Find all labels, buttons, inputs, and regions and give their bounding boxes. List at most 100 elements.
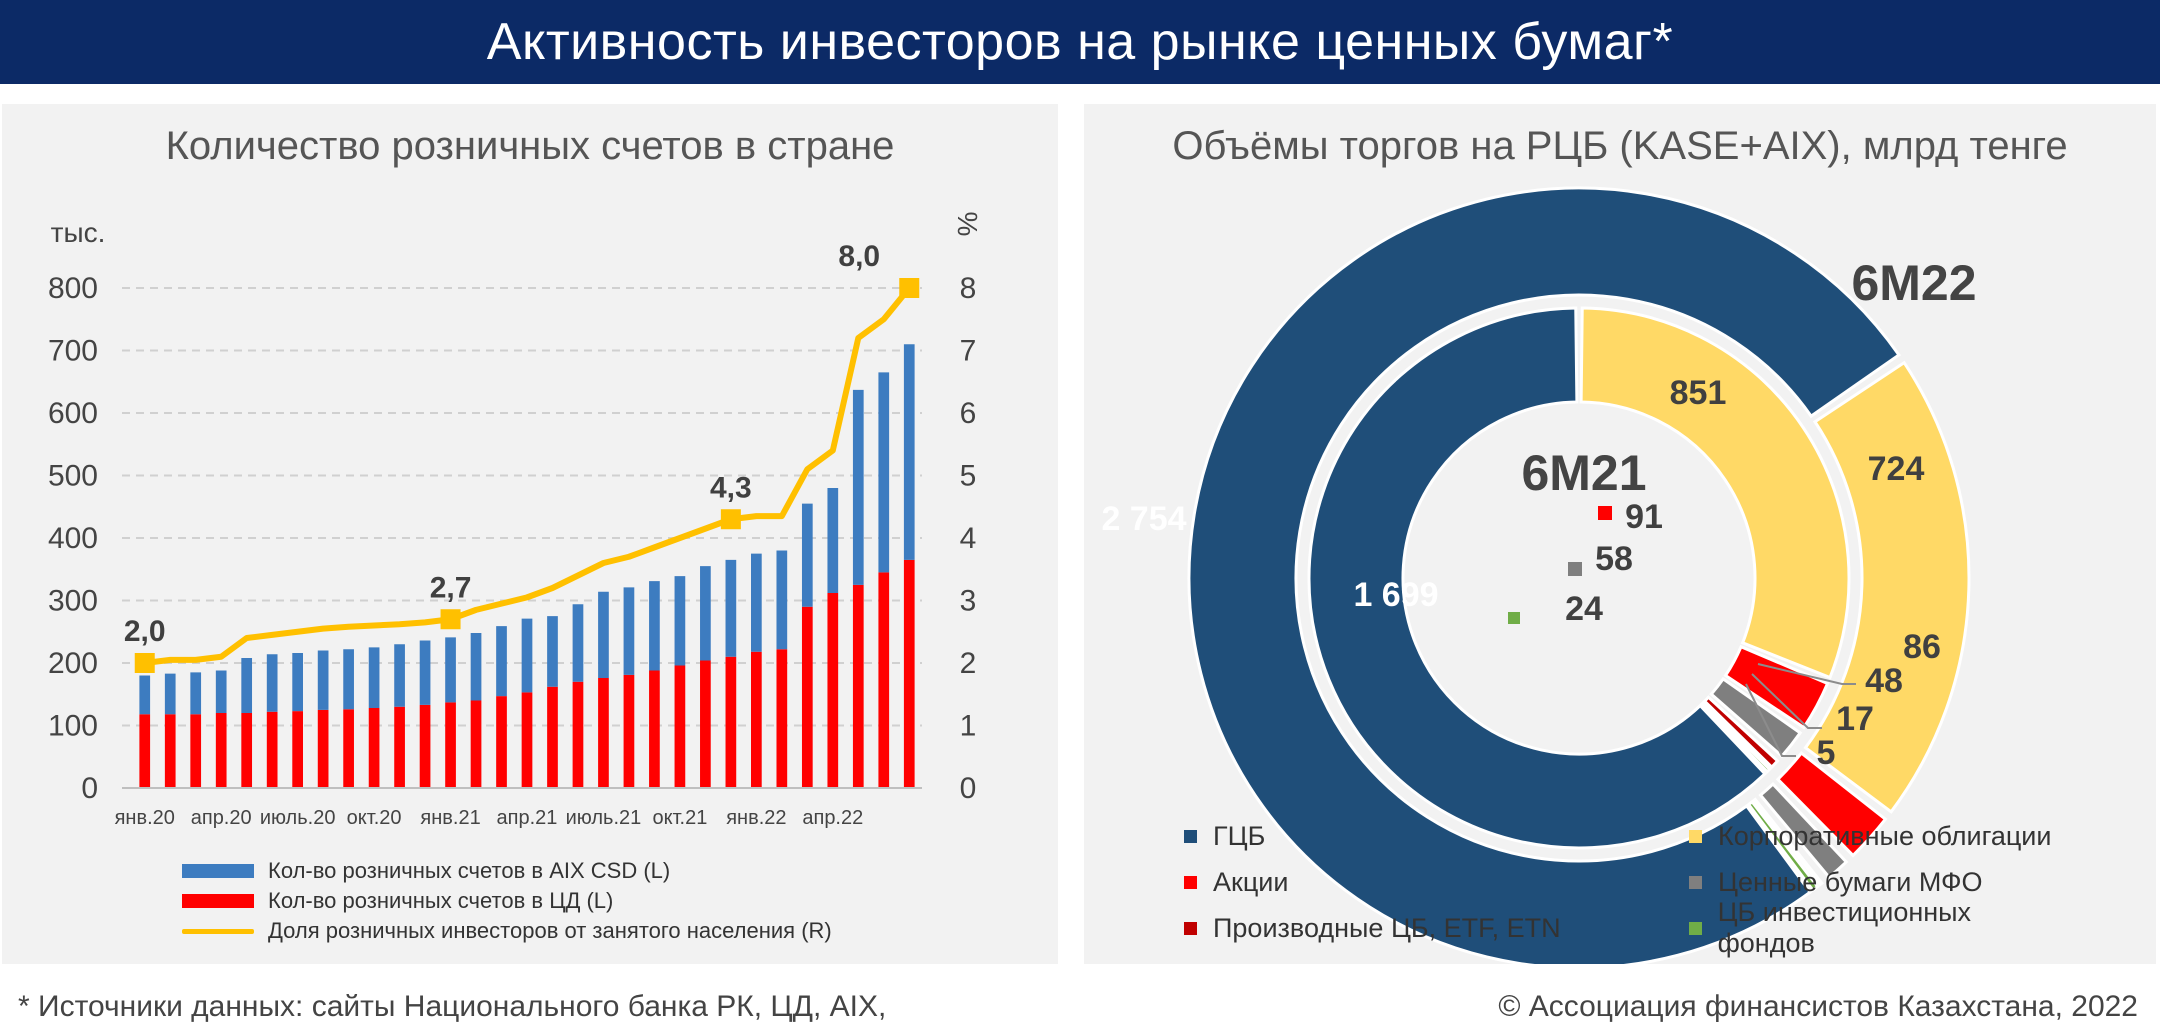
bar-aix — [368, 647, 380, 708]
legend-swatch-funds — [1689, 921, 1702, 935]
bar-aix — [445, 637, 456, 703]
legend-label-stocks: Акции — [1213, 866, 1289, 897]
x-tick-label: янв.21 — [420, 807, 480, 829]
accounts-bar-chart: 2,0 2,7 4,3 8,0 0 100 200 300 400 500 600 700 800 0 1… — [48, 212, 983, 829]
donut-slice-outer — [1803, 360, 1971, 814]
bar-cd — [266, 711, 278, 788]
x-tick-label: апр.22 — [802, 807, 863, 829]
bar-aix — [292, 653, 303, 712]
bar-aix — [776, 550, 788, 650]
bar-cd — [190, 714, 202, 788]
share-data-label: 4,3 — [710, 471, 752, 504]
x-tick-label: июль.21 — [566, 807, 642, 829]
legend-label-mfo: Ценные бумаги МФО — [1718, 866, 1983, 897]
share-line — [144, 286, 912, 666]
donut-slice-inner — [1709, 676, 1803, 759]
y2-tick-label: 3 — [960, 585, 977, 618]
accounts-chart-panel: Количество розничных счетов в стране 2,0… — [2, 104, 1058, 964]
bar-aix — [241, 658, 253, 713]
bar-cd — [776, 649, 788, 788]
bar-cd — [419, 704, 431, 788]
x-tick-label: окт.21 — [652, 807, 707, 829]
y-tick-label: 0 — [81, 772, 98, 805]
inner-label-gcb: 1 699 — [1353, 576, 1438, 614]
bar-aix — [751, 553, 762, 652]
bar-aix — [215, 670, 227, 713]
y2-tick-label: 8 — [960, 272, 977, 305]
bar-cd — [215, 713, 227, 788]
y2-tick-label: 7 — [960, 335, 977, 368]
share-marker — [720, 509, 741, 530]
bar-cd — [496, 696, 507, 788]
bar-aix — [394, 644, 405, 707]
bar-cd — [878, 572, 890, 788]
bar-aix — [623, 587, 635, 675]
outer-label-funds: 5 — [1817, 734, 1836, 772]
bar-aix — [674, 576, 686, 666]
y-tick-label: 600 — [48, 397, 98, 430]
legend-label-funds: ЦБ инвестиционных фондов — [1717, 897, 1972, 958]
bar-aix — [343, 649, 354, 710]
y2-tick-label: 0 — [960, 772, 977, 805]
bar-cd — [547, 686, 558, 788]
legend-label-gcb: ГЦБ — [1213, 820, 1266, 851]
legend-item-stocks: Акции — [1184, 866, 1689, 898]
y-axis-unit: тыс. — [51, 217, 106, 248]
bar-aix — [572, 604, 584, 682]
outer-label-mfo: 48 — [1865, 662, 1903, 700]
legend-item-cd: Кол-во розничных счетов в ЦД (L) — [182, 886, 832, 916]
bar-cd — [445, 702, 456, 788]
inner-marker-stocks — [1598, 506, 1612, 520]
outer-label-deriv: 17 — [1836, 700, 1874, 738]
share-marker — [899, 278, 920, 298]
legend-label-share: Доля розничных инвесторов от занятого на… — [268, 918, 832, 943]
bar-aix — [139, 675, 151, 715]
share-marker — [440, 609, 461, 630]
volumes-chart-title: Объёмы торгов на РЦБ (KASE+AIX), млрд те… — [1172, 124, 2068, 168]
outer-ring-label: 6М22 — [1851, 255, 1976, 311]
legend-item-corp: Корпоративные облигации — [1689, 820, 2064, 852]
bar-aix — [903, 344, 915, 560]
volumes-chart-legend: ГЦБ Корпоративные облигации Акции Ценные… — [1184, 820, 2064, 958]
y-tick-label: 800 — [48, 272, 98, 305]
bar-aix — [317, 650, 329, 710]
bar-cd — [623, 674, 635, 788]
accounts-chart-title: Количество розничных счетов в стране — [165, 124, 895, 168]
donut-slice-outer — [1751, 797, 1824, 887]
legend-label-deriv: Производные ЦБ, ETF, ETN — [1213, 912, 1561, 943]
legend-swatch-deriv — [1184, 921, 1197, 935]
legend-item-deriv: Производные ЦБ, ETF, ETN — [1184, 912, 1689, 944]
donut-slice-inner — [1723, 644, 1830, 730]
legend-swatch-gcb — [1184, 829, 1197, 843]
page-title: Активность инвесторов на рынке ценных бу… — [0, 0, 2160, 84]
x-tick-label: янв.22 — [726, 807, 786, 829]
bar-cd — [801, 606, 813, 788]
bar-cd — [292, 711, 303, 788]
donut-slice-outer — [1775, 750, 1888, 858]
share-data-label: 8,0 — [838, 240, 880, 273]
legend-label-aix: Кол-во розничных счетов в AIX CSD (L) — [268, 858, 671, 883]
share-data-label: 2,7 — [430, 571, 472, 604]
donut-slice-inner — [1307, 306, 1768, 850]
bar-cd — [139, 714, 151, 788]
legend-item-aix: Кол-во розничных счетов в AIX CSD (L) — [182, 856, 832, 886]
y-tick-label: 300 — [48, 585, 98, 618]
inner-ring-label: 6М21 — [1521, 445, 1646, 501]
inner-marker-mfo — [1568, 562, 1582, 576]
bar-cd — [368, 708, 380, 788]
bar-aix — [801, 503, 813, 607]
inner-label-deriv: 24 — [1565, 590, 1603, 628]
bar-aix — [649, 581, 660, 671]
outer-label-stocks: 86 — [1903, 628, 1941, 666]
donut-slice-outer — [1187, 186, 1901, 964]
y2-tick-label: 5 — [960, 460, 977, 493]
bar-cd — [598, 678, 609, 788]
legend-swatch-corp — [1689, 829, 1702, 843]
x-tick-label: апр.21 — [497, 807, 558, 829]
inner-label-stocks: 91 — [1625, 498, 1663, 536]
x-tick-label: янв.20 — [115, 807, 175, 829]
donut-slice-outer — [1746, 799, 1820, 893]
bar-cd — [241, 713, 253, 788]
bar-cd — [343, 709, 354, 788]
bar-aix — [470, 633, 482, 701]
